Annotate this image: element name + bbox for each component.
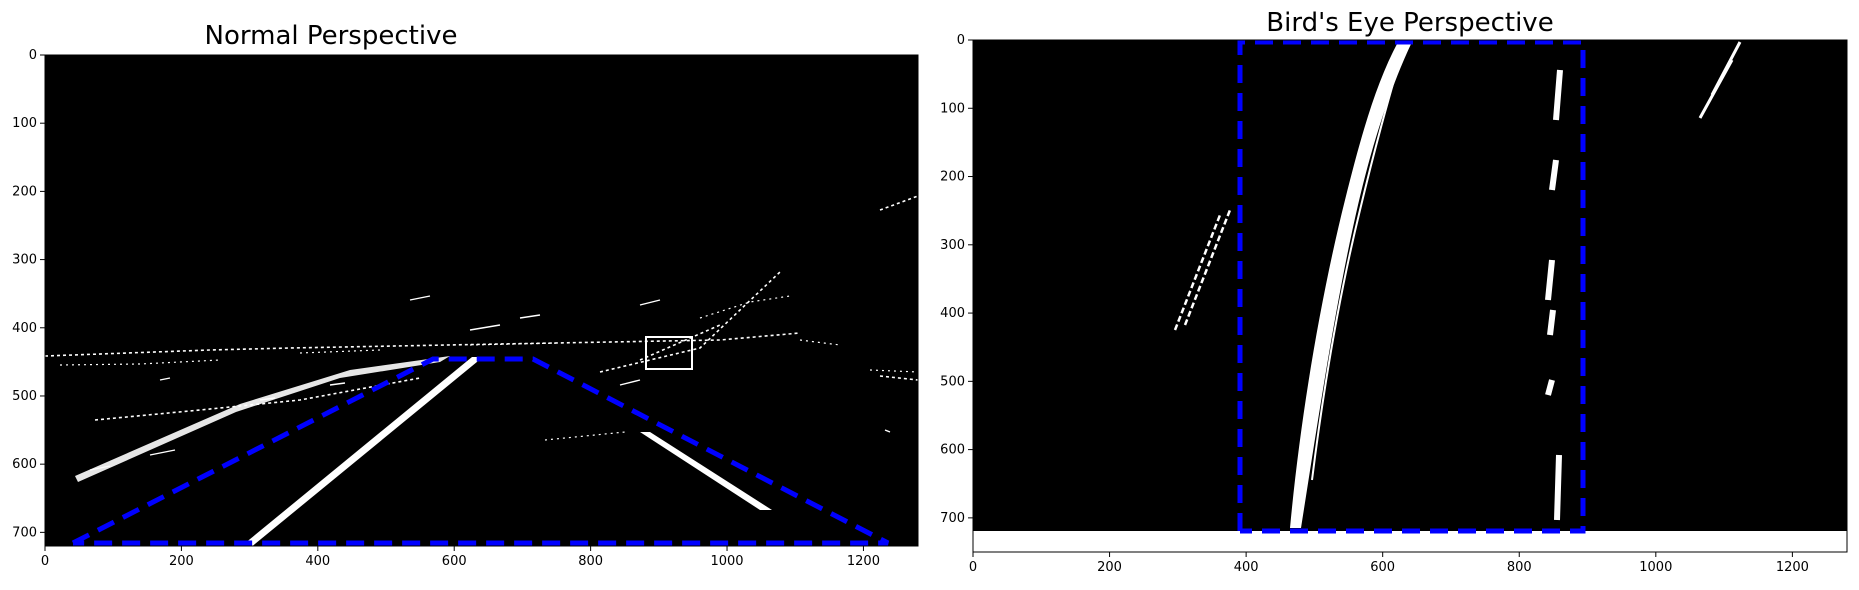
normal-y-tick-label: 300 <box>12 253 37 268</box>
vehicle-edges <box>645 336 693 370</box>
normal-x-tick-label: 800 <box>578 554 603 569</box>
birds-eye-image <box>973 40 1847 531</box>
birds-eye-x-tick-label: 1000 <box>1639 560 1672 575</box>
normal-perspective-frame <box>44 54 919 547</box>
normal-y-tick-label: 200 <box>12 184 37 199</box>
birds-eye-y-tick-label: 500 <box>940 374 965 389</box>
birds-eye-x-tick-label: 200 <box>1097 560 1122 575</box>
birds-eye-y-tick-label: 600 <box>940 443 965 458</box>
horizon-edges <box>45 195 918 421</box>
birds-eye-y-tick-label: 700 <box>940 511 965 526</box>
birds-eye-unwarped-area <box>973 531 1847 552</box>
normal-x-tick-label: 200 <box>169 554 194 569</box>
normal-y-tick-label: 400 <box>12 321 37 336</box>
birds-eye-x-tick-label: 1200 <box>1776 560 1809 575</box>
scattered-edges <box>89 295 891 471</box>
far-right-fragments <box>1698 41 1742 119</box>
birds-eye-lane-features <box>1173 41 1742 528</box>
birds-eye-x-tick-label: 800 <box>1507 560 1532 575</box>
normal-x-tick-label: 400 <box>305 554 330 569</box>
normal-x-tick-label: 1200 <box>847 554 880 569</box>
normal-x-tick-label: 0 <box>41 554 49 569</box>
birds-eye-frame <box>972 39 1848 553</box>
birds-eye-y-tick-label: 400 <box>940 306 965 321</box>
left-shoulder-fragments <box>1173 209 1232 331</box>
normal-perspective-image <box>45 55 918 546</box>
birds-eye-y-tick-label: 0 <box>957 33 965 48</box>
normal-y-tick-label: 600 <box>12 457 37 472</box>
normal-perspective-panel: Normal Perspective 0 200 400 600 800 1000 1200… <box>12 21 919 569</box>
birds-eye-y-tick-label: 100 <box>940 101 965 116</box>
normal-y-tick-label: 0 <box>29 48 37 63</box>
birds-eye-perspective-title: Bird's Eye Perspective <box>1266 8 1553 38</box>
normal-x-tick-label: 1000 <box>710 554 743 569</box>
normal-perspective-axes: 0 200 400 600 800 1000 1200 0 100 200 300 400 500 600… <box>12 48 880 569</box>
normal-perspective-title: Normal Perspective <box>205 21 458 51</box>
left-lane-line <box>1290 42 1412 528</box>
birds-eye-axes: 0 200 400 600 800 1000 1200 0 100 200 300 400 500 600… <box>940 33 1809 575</box>
birds-eye-y-tick-label: 300 <box>940 238 965 253</box>
left-lane-marking <box>241 357 483 546</box>
birds-eye-perspective-panel: Bird's Eye Perspective 0 200 400 600 800 1000… <box>940 8 1848 575</box>
birds-eye-x-tick-label: 400 <box>1234 560 1259 575</box>
normal-x-tick-label: 600 <box>442 554 467 569</box>
birds-eye-x-tick-label: 600 <box>1370 560 1395 575</box>
right-lane-fragments <box>1545 69 1563 521</box>
birds-eye-region-overlay <box>1237 39 1586 534</box>
normal-y-tick-label: 100 <box>12 116 37 131</box>
left-line-inner <box>1311 59 1401 481</box>
normal-perspective-lane-features <box>45 195 918 546</box>
right-lane-marking <box>640 432 772 510</box>
normal-y-tick-label: 700 <box>12 525 37 540</box>
birds-eye-y-tick-label: 200 <box>940 170 965 185</box>
normal-y-tick-label: 500 <box>12 389 37 404</box>
birds-eye-x-tick-label: 0 <box>969 560 977 575</box>
normal-perspective-region-overlay <box>71 356 890 546</box>
